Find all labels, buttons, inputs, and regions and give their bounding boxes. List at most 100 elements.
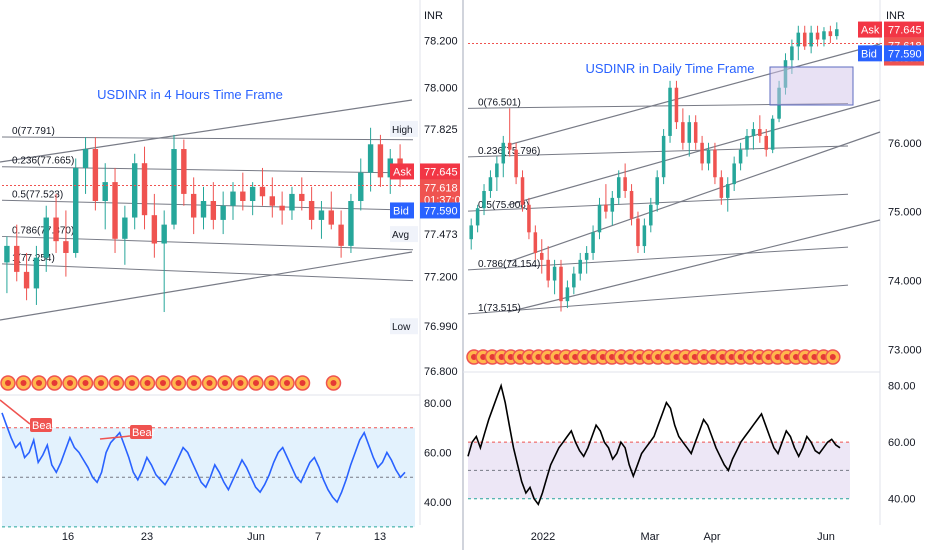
high-value: 77.825 xyxy=(424,124,458,136)
candle-body xyxy=(706,149,711,164)
right-fib-levels: 0(76.501) 0.236(75.796) 0.5(75.008) 0.786(7… xyxy=(467,97,849,315)
rsi-tick-label: 80.00 xyxy=(888,381,916,393)
event-flag-dot xyxy=(489,354,496,360)
candle-body xyxy=(14,245,20,272)
high-label: High xyxy=(392,125,413,136)
event-flag-dot xyxy=(129,380,135,386)
event-flag-dot xyxy=(222,380,228,386)
channel-upper-line xyxy=(507,43,881,146)
event-flag-dot xyxy=(682,354,689,360)
candle-body xyxy=(565,287,570,302)
right-currency-label: INR xyxy=(886,10,905,22)
candle-body xyxy=(289,193,295,211)
candle-body xyxy=(584,252,589,260)
left-candles xyxy=(4,127,403,313)
y-tick-label: 75.000 xyxy=(888,207,922,219)
candle-body xyxy=(668,87,672,136)
left-y-ticks: 78.200 78.000 77.200 76.800 xyxy=(424,35,458,378)
candle-body xyxy=(674,87,679,123)
candle-body xyxy=(4,245,10,263)
event-flag-dot xyxy=(802,354,809,360)
low-label: Low xyxy=(392,322,411,333)
candle-body xyxy=(240,191,246,201)
candle-body xyxy=(642,225,647,247)
event-flag-dot xyxy=(113,380,120,386)
candle-body xyxy=(190,193,197,218)
right-economic-events[interactable] xyxy=(466,349,841,365)
fib-level-label: 0(77.791) xyxy=(12,126,55,137)
candle-body xyxy=(693,122,698,143)
candle-body xyxy=(559,266,563,302)
left-economic-events[interactable] xyxy=(0,375,342,391)
candle-body xyxy=(822,31,826,40)
candle-body xyxy=(358,172,364,201)
event-flag-dot xyxy=(268,380,275,386)
event-flag-dot xyxy=(82,380,89,386)
candle-body xyxy=(809,32,813,47)
event-flag-dot xyxy=(636,354,643,360)
candle-body xyxy=(141,163,148,216)
rsi-line xyxy=(1,412,406,504)
candle-body xyxy=(348,201,354,246)
event-flag-dot xyxy=(330,380,337,386)
bid-label-box xyxy=(390,202,414,219)
candle-body xyxy=(719,177,724,198)
event-flag-dot xyxy=(471,354,477,360)
candle-body xyxy=(181,149,187,194)
event-flag-dot xyxy=(480,354,487,360)
event-flag-dot xyxy=(701,354,707,360)
x-tick-label: 16 xyxy=(62,531,74,543)
candle-body xyxy=(623,177,627,191)
right-y-ticks: 76.000 75.000 74.000 73.000 xyxy=(888,138,922,357)
event-flag-dot xyxy=(67,380,73,386)
candle-body xyxy=(527,204,531,233)
bid-value-box xyxy=(420,202,460,219)
event-flag-dot xyxy=(175,380,182,386)
event-flag-dot xyxy=(691,354,698,360)
bear-label-1: Bear xyxy=(32,420,56,432)
x-tick-label: 23 xyxy=(141,531,153,543)
event-flag-dot xyxy=(710,354,717,360)
bid-value-box xyxy=(884,45,924,62)
candle-body xyxy=(835,29,839,37)
candle-body xyxy=(725,184,730,198)
candle-body xyxy=(514,149,518,178)
candle-body xyxy=(43,217,49,258)
event-flag-dot xyxy=(544,354,551,360)
candle-body xyxy=(758,129,762,136)
candle-body xyxy=(700,142,704,164)
candle-body xyxy=(501,142,506,164)
bear-label-box-1 xyxy=(30,418,52,432)
candle-body xyxy=(92,149,99,201)
event-flag-dot xyxy=(253,380,259,386)
candle-body xyxy=(732,163,736,185)
event-flag-dot xyxy=(599,354,606,360)
event-flag-dot xyxy=(581,354,588,360)
candle-body xyxy=(604,204,608,212)
event-flag-dot xyxy=(206,380,213,386)
channel-outer-line xyxy=(507,219,881,313)
candle-body xyxy=(259,186,266,197)
event-flag-dot xyxy=(728,354,735,360)
bear-label-box-2 xyxy=(130,425,152,439)
event-flag-dot xyxy=(160,380,166,386)
event-flag-dot xyxy=(535,354,542,360)
x-tick-label: 13 xyxy=(374,531,386,543)
fib-level-label: 1(77.254) xyxy=(12,253,55,264)
ask-value: 77.645 xyxy=(888,25,922,37)
event-flag-dot xyxy=(299,380,306,386)
ask-value: 77.645 xyxy=(424,166,458,178)
y-tick-label: 74.000 xyxy=(888,276,922,288)
candle-body xyxy=(738,149,743,164)
event-flag-dot xyxy=(618,354,625,360)
ask-label-box xyxy=(390,163,414,180)
y-tick-label: 73.000 xyxy=(888,344,922,356)
candle-body xyxy=(230,191,236,206)
ask-label: Ask xyxy=(393,166,412,178)
event-flag-dot xyxy=(765,354,772,360)
candle-body xyxy=(770,118,775,150)
left-fib-levels: 0(77.791) 0.236(77.665) 0.5(77.523) 0.786(7… xyxy=(1,126,414,282)
rsi-tick-label: 60.00 xyxy=(424,448,452,460)
event-flag-dot xyxy=(774,354,781,360)
